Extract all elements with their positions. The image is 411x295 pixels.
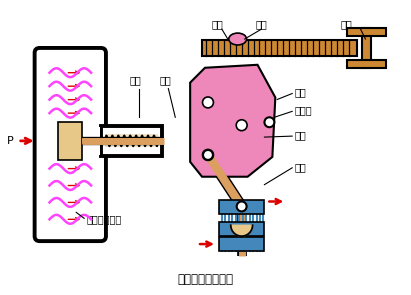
Text: 气动薄膜阀头: 气动薄膜阀头 [86,214,121,224]
Circle shape [236,120,247,131]
Text: 力形板: 力形板 [294,105,312,115]
Circle shape [203,150,213,160]
Text: 弹簧: 弹簧 [130,76,141,86]
Bar [346,28,386,36]
Bar [219,237,264,251]
Text: 手轮: 手轮 [341,19,353,29]
Text: 蝶杆: 蝶杆 [212,19,224,29]
Bar [219,201,264,214]
Circle shape [203,150,213,160]
FancyBboxPatch shape [35,48,106,241]
Text: 蝶母: 蝶母 [256,19,267,29]
Bar [346,60,386,68]
Bar [101,126,162,156]
Text: 推杆: 推杆 [159,76,171,86]
Text: 阀杆: 阀杆 [294,162,306,172]
Text: 支点: 支点 [294,88,306,98]
Bar [58,122,82,160]
Text: 连杆: 连杆 [294,130,306,140]
Bar [219,222,264,236]
Text: P: P [7,136,14,146]
Ellipse shape [229,33,247,45]
Polygon shape [231,225,252,236]
Text: 增力型气动薄膜阀: 增力型气动薄膜阀 [177,273,233,286]
Bar [105,135,159,147]
Bar [42,127,100,155]
Bar [202,40,357,56]
Circle shape [203,97,213,108]
Polygon shape [190,65,275,177]
Bar [362,28,372,68]
Circle shape [264,117,275,127]
Circle shape [237,201,247,212]
